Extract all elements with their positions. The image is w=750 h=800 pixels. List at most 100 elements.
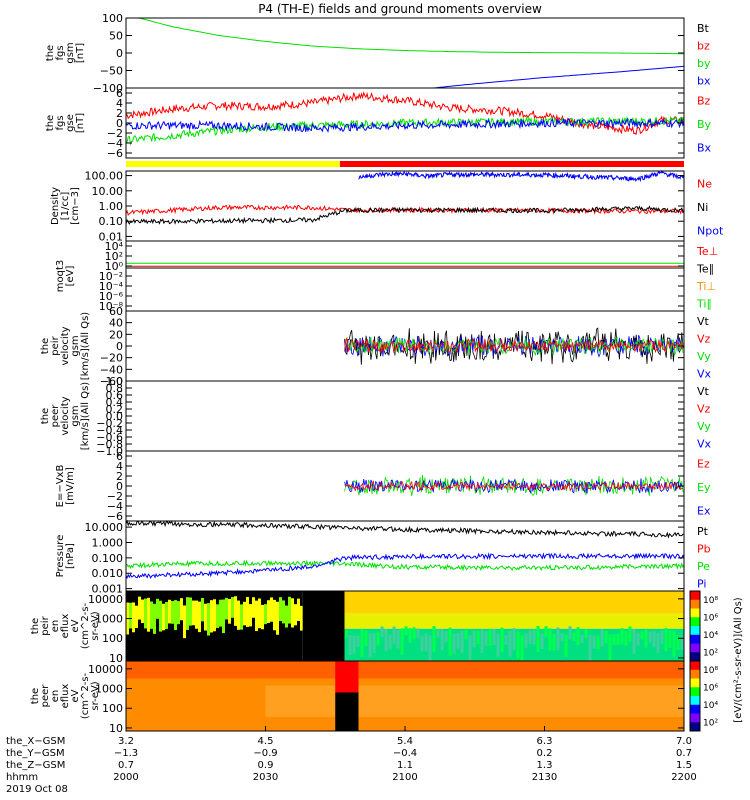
- y-tick-label: 0.0: [106, 410, 124, 423]
- heatmap-cell: [588, 634, 592, 663]
- heatmap-cell: [234, 596, 237, 626]
- y-tick-label: 10: [109, 652, 123, 665]
- heatmap-cell: [249, 604, 252, 627]
- legend-pi: Pi: [697, 577, 706, 590]
- heatmap-cell: [412, 627, 416, 640]
- heatmap-cell: [153, 603, 156, 634]
- heatmap-cell: [210, 600, 213, 633]
- heatmap-cell: [656, 632, 660, 654]
- y-axis-label: velocity: [60, 326, 71, 365]
- y-tick-label: −100: [93, 82, 123, 95]
- heatmap-cell: [424, 633, 428, 652]
- series-pt: [125, 519, 685, 539]
- heatmap-cell: [616, 633, 620, 646]
- legend-vx: Vx: [697, 367, 712, 380]
- heatmap-cell: [216, 604, 219, 628]
- y-axis-label: Pressure: [55, 535, 66, 578]
- noise-series-2: [344, 336, 684, 357]
- heatmap-cell: [680, 635, 684, 650]
- y-axis-label: eflux: [60, 614, 71, 639]
- y-tick-label: 10000: [88, 663, 123, 676]
- legend-ex: Ex: [697, 504, 711, 517]
- heatmap-cell: [207, 603, 210, 636]
- heatmap-cell: [189, 597, 192, 626]
- heatmap-cell: [572, 632, 576, 642]
- heatmap-cell: [392, 626, 396, 645]
- heatmap-cell: [420, 635, 424, 652]
- noise-series-2: [344, 480, 683, 492]
- heatmap-cell: [279, 597, 282, 622]
- heatmap-band-mid: [265, 685, 684, 717]
- x-axis-row-label: hhmm: [6, 772, 38, 783]
- colorbar-segment: [690, 696, 700, 706]
- legend-pb: Pb: [697, 542, 711, 555]
- heatmap-cell: [261, 604, 264, 630]
- y-tick-label: −60: [100, 375, 123, 388]
- legend-by: by: [697, 57, 711, 70]
- heatmap-gap: [335, 692, 359, 731]
- colorbar-segment: [690, 608, 700, 618]
- x-tick-time: 2000: [113, 772, 138, 783]
- y-tick-label: −0.8: [96, 438, 123, 451]
- mode-bar-red: [339, 161, 684, 167]
- heatmap-cell: [219, 599, 222, 627]
- heatmap-cell: [540, 633, 544, 649]
- heatmap-cell: [428, 635, 432, 661]
- heatmap-cell: [201, 597, 204, 622]
- heatmap-cell: [500, 627, 504, 653]
- y-axis-label: gsm: [70, 405, 81, 426]
- heatmap-cell: [228, 599, 231, 624]
- legend-vt: Vt: [697, 315, 710, 328]
- x-axis-row-label: 2019 Oct 08: [6, 784, 68, 795]
- heatmap-cell: [282, 600, 285, 624]
- heatmap-cell: [664, 628, 668, 652]
- heatmap-spike: [335, 661, 359, 693]
- legend-vt: Vt: [697, 385, 710, 398]
- y-tick-label: 2: [116, 107, 123, 120]
- y-tick-label: −6: [107, 147, 123, 160]
- heatmap-cell: [576, 627, 580, 645]
- y-tick-label: 0.6: [106, 389, 124, 402]
- y-tick-label: 6: [116, 450, 123, 463]
- heatmap-cell: [243, 601, 246, 626]
- heatmap-cell: [444, 631, 448, 642]
- heatmap-cell: [222, 599, 225, 634]
- y-axis-label: en: [50, 620, 61, 633]
- colorbar-segment: [690, 652, 700, 662]
- y-tick-label: 10⁴: [105, 240, 124, 253]
- x-tick-x: 7.0: [676, 736, 692, 747]
- heatmap-gap: [302, 591, 345, 661]
- y-tick-label: 0: [116, 47, 123, 60]
- y-tick-label: 1000: [95, 683, 123, 696]
- heatmap-cell: [132, 602, 135, 633]
- heatmap-cell: [516, 631, 520, 659]
- mode-bar-yellow: [126, 161, 340, 167]
- heatmap-cell: [376, 632, 380, 646]
- y-tick-label: 0.10: [99, 215, 124, 228]
- panel-frame: [125, 240, 685, 312]
- panel-peer_velocity: 1.00.80.60.40.20.0−0.2−0.4−0.6−0.8−1.0 th…: [40, 375, 712, 458]
- heatmap-cell: [291, 598, 294, 628]
- y-axis-label: [1/cc]: [60, 192, 71, 221]
- heatmap-cell: [600, 629, 604, 647]
- x-tick-y: −0.4: [393, 748, 417, 759]
- colorbar-label: 10⁴: [703, 701, 718, 711]
- heatmap-cell: [225, 597, 228, 620]
- heatmap-cell: [436, 629, 440, 638]
- heatmap-cell: [264, 604, 267, 625]
- heatmap-cell: [524, 633, 528, 648]
- panel-fgs_gsm: 100 50 0 −50 −100 the fgs gsm [nT] Bt bz by bx: [45, 12, 711, 95]
- heatmap-cell: [372, 632, 376, 653]
- x-tick-y: 0.7: [676, 748, 692, 759]
- noise-series-3: [344, 337, 684, 354]
- series-npot: [358, 169, 685, 183]
- heatmap-cell: [552, 634, 556, 651]
- panel-frame: [125, 310, 685, 382]
- y-tick-label: 10: [109, 722, 123, 735]
- legend-vz: Vz: [697, 332, 711, 345]
- heatmap-cell: [255, 600, 258, 632]
- colorbar-label: 10⁴: [703, 631, 718, 641]
